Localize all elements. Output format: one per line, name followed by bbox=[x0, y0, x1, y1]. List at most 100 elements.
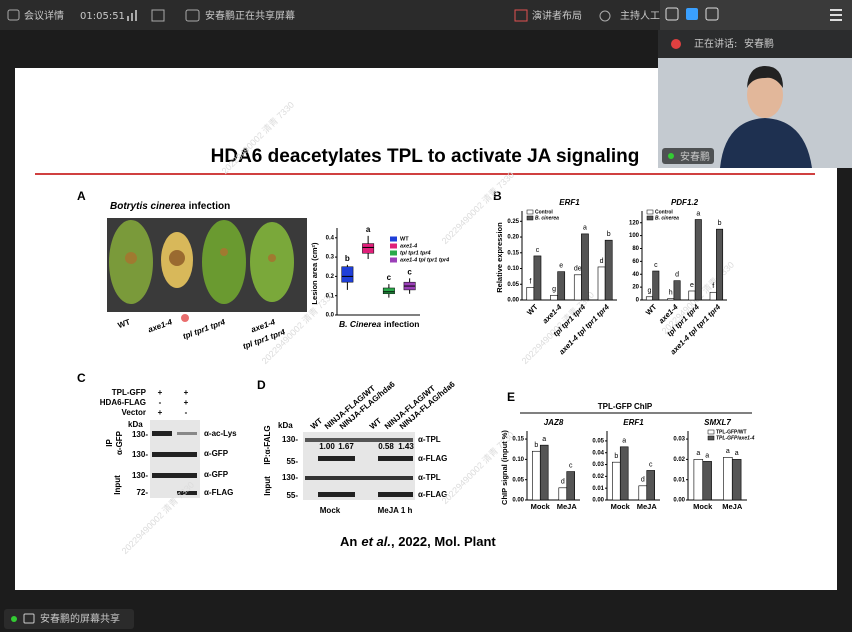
citation: An et al., 2022, Mol. Plant bbox=[340, 534, 496, 549]
condition: MeJA 1 h bbox=[378, 506, 413, 515]
sign: - bbox=[185, 408, 188, 417]
significance-letter: g bbox=[647, 288, 651, 295]
ip-antibody: α-GFP bbox=[115, 430, 124, 455]
bar bbox=[709, 291, 717, 301]
x-tick-label: Mock bbox=[693, 502, 713, 511]
citation-part: An bbox=[340, 534, 357, 549]
mic-status bbox=[668, 153, 674, 159]
x-axis-label: B. Cinerea infection bbox=[339, 319, 419, 329]
menu-icon[interactable] bbox=[830, 9, 842, 21]
marker: 130- bbox=[132, 450, 148, 459]
significance-letter: d bbox=[675, 272, 679, 279]
box bbox=[362, 243, 375, 254]
significance-letter: a bbox=[542, 436, 546, 443]
speaking-label: 正在讲话: bbox=[694, 37, 737, 50]
band bbox=[177, 491, 197, 495]
meeting-info[interactable]: 会议详情 bbox=[24, 9, 64, 22]
y-tick-label: 40 bbox=[632, 272, 639, 278]
significance-letter: b bbox=[614, 453, 618, 460]
toolbar bbox=[0, 0, 660, 30]
legend-label: axe1-4 bbox=[400, 243, 417, 249]
significance-letter: e bbox=[690, 282, 694, 289]
y-tick-label: 0.20 bbox=[507, 235, 519, 241]
box bbox=[341, 266, 354, 283]
chart-title: SMXL7 bbox=[704, 418, 731, 427]
legend-label: TPL-GFP/axe1-4 bbox=[716, 435, 755, 441]
antibody: α-TPL bbox=[418, 473, 441, 482]
signal-icon[interactable] bbox=[127, 10, 137, 21]
person-hair bbox=[747, 66, 783, 88]
share-tag bbox=[4, 609, 134, 629]
legend-label: B. cinerea bbox=[655, 215, 679, 221]
speaking-name: 安春鹏 bbox=[744, 37, 774, 50]
legend-label: B. cinerea bbox=[535, 215, 559, 221]
layout-button[interactable]: 演讲者布局 bbox=[532, 9, 582, 22]
slide-title: HDA6 deacetylates TPL to activate JA sig… bbox=[211, 146, 640, 167]
significance-letter: c bbox=[407, 267, 412, 276]
y-tick-label: 60 bbox=[632, 259, 639, 265]
panel-label: A bbox=[77, 189, 86, 203]
y-tick-label: 0.15 bbox=[507, 250, 519, 256]
significance-letter: c bbox=[654, 262, 658, 269]
bar bbox=[638, 485, 648, 501]
info-icon[interactable] bbox=[7, 9, 20, 21]
significance-letter: d bbox=[600, 258, 604, 265]
bar bbox=[731, 459, 742, 501]
y-axis-label: Relative expression bbox=[495, 222, 504, 293]
legend-label: WT bbox=[400, 236, 409, 242]
significance-letter: b bbox=[607, 231, 611, 238]
marker: 55- bbox=[286, 457, 298, 466]
legend-label: tpl tpr1 tpr4 bbox=[400, 250, 431, 256]
y-tick-label: 0.0 bbox=[326, 313, 335, 319]
citation-part: , 2022, Mol. Plant bbox=[391, 534, 496, 549]
layout-icon[interactable] bbox=[514, 9, 528, 22]
legend-swatch bbox=[390, 243, 397, 249]
grid-view-icon[interactable] bbox=[665, 7, 679, 21]
band bbox=[318, 456, 355, 461]
bar bbox=[693, 459, 704, 501]
host-button[interactable]: 主持人工 bbox=[620, 9, 660, 22]
bar bbox=[694, 219, 702, 301]
band bbox=[318, 492, 355, 497]
x-tick-label: MeJA bbox=[637, 502, 658, 511]
host-icon[interactable] bbox=[599, 10, 611, 22]
y-tick-label: 0.02 bbox=[673, 457, 685, 463]
chart-title: JAZ8 bbox=[544, 418, 564, 427]
name-tag bbox=[662, 148, 714, 164]
chip-title: TPL-GFP ChIP bbox=[598, 402, 653, 411]
band bbox=[177, 432, 197, 435]
antibody: α-TPL bbox=[418, 435, 441, 444]
bar bbox=[597, 266, 606, 301]
sign: + bbox=[184, 398, 189, 407]
y-tick-label: 0.03 bbox=[673, 437, 685, 443]
x-tick-label: MeJA bbox=[557, 502, 578, 511]
y-tick-label: 0.02 bbox=[592, 474, 604, 480]
y-tick-label: 0.05 bbox=[512, 477, 524, 483]
mic-status bbox=[11, 616, 17, 622]
ratio: 1.00 bbox=[319, 442, 335, 451]
significance-letter: a bbox=[735, 450, 739, 457]
chart-title: ERF1 bbox=[559, 198, 580, 207]
legend-label: axe1-4 tpl tpr1 tpr4 bbox=[400, 257, 449, 263]
speaker-view-icon[interactable] bbox=[686, 8, 698, 20]
significance-letter: c bbox=[649, 461, 653, 468]
share-label: 安春鹏的屏幕共享 bbox=[40, 612, 120, 625]
band bbox=[152, 431, 172, 436]
band bbox=[378, 456, 413, 461]
significance-letter: f bbox=[529, 278, 531, 285]
significance-letter: a bbox=[726, 448, 730, 455]
y-tick-label: 120 bbox=[629, 220, 640, 226]
list-view-icon[interactable] bbox=[705, 7, 719, 21]
legend-swatch bbox=[390, 236, 397, 242]
input-label: Input bbox=[113, 475, 122, 495]
bar bbox=[604, 239, 613, 301]
band bbox=[305, 438, 413, 442]
bar bbox=[723, 457, 733, 501]
y-tick-label: 0.25 bbox=[507, 219, 519, 225]
popout-icon[interactable] bbox=[151, 9, 165, 22]
antibody: α-ac-Lys bbox=[204, 429, 237, 438]
mic-icon bbox=[671, 39, 681, 49]
row-label: Vector bbox=[122, 408, 146, 417]
bar bbox=[702, 461, 712, 501]
lesion bbox=[220, 248, 228, 256]
